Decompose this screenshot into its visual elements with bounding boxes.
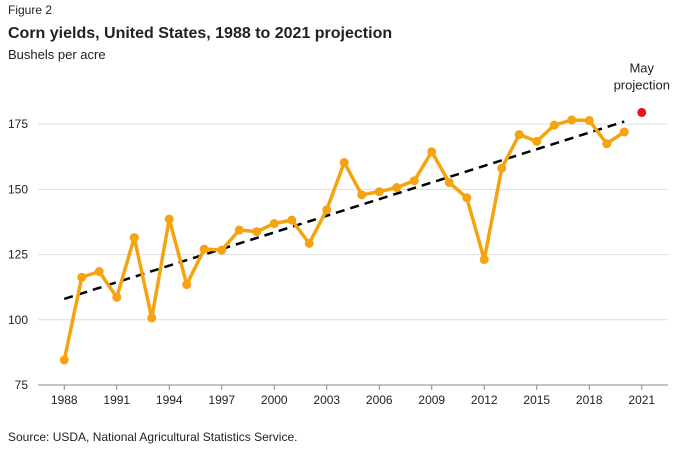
data-point — [392, 183, 402, 193]
data-point — [217, 245, 227, 255]
data-point — [357, 190, 367, 200]
x-tick-label: 2018 — [576, 393, 603, 407]
y-tick-label: 100 — [8, 313, 28, 327]
x-tick-label: 2021 — [628, 393, 655, 407]
y-tick-label: 125 — [8, 248, 28, 262]
data-point — [304, 238, 314, 248]
data-point — [619, 127, 629, 137]
data-point — [234, 225, 244, 235]
chart-subtitle: Bushels per acre — [8, 47, 106, 62]
x-tick-label: 1991 — [103, 393, 130, 407]
data-point — [602, 139, 612, 149]
data-point — [374, 187, 384, 197]
trend-line — [63, 120, 625, 301]
x-tick-label: 2006 — [366, 393, 393, 407]
x-tick-label: 1988 — [51, 393, 78, 407]
x-tick-label: 2003 — [313, 393, 340, 407]
chart-title: Corn yields, United States, 1988 to 2021… — [8, 25, 392, 42]
data-point — [77, 272, 87, 282]
data-point — [182, 280, 192, 290]
data-point — [269, 219, 279, 229]
data-point — [462, 193, 472, 203]
x-tick-label: 2015 — [523, 393, 550, 407]
data-point — [94, 267, 104, 277]
figure-label: Figure 2 — [8, 3, 52, 17]
data-point — [444, 178, 454, 188]
projection-label: projection — [614, 77, 670, 92]
data-point — [59, 355, 69, 365]
data-point — [129, 233, 139, 243]
data-point — [322, 205, 332, 215]
data-point — [549, 120, 559, 130]
source-note: Source: USDA, National Agricultural Stat… — [8, 430, 297, 444]
data-point — [532, 136, 542, 146]
data-point — [497, 163, 507, 173]
x-tick-label: 2000 — [261, 393, 288, 407]
projection-point — [637, 107, 647, 117]
series-line — [62, 118, 626, 361]
data-point — [409, 176, 419, 186]
y-tick-label: 175 — [8, 117, 28, 131]
data-point — [147, 313, 157, 323]
x-tick-label: 1997 — [208, 393, 235, 407]
data-point — [567, 115, 577, 125]
projection-label: May — [629, 60, 654, 75]
data-point — [479, 255, 489, 265]
x-tick-label: 2009 — [418, 393, 445, 407]
data-point — [287, 215, 297, 225]
y-tick-label: 75 — [15, 378, 29, 392]
y-tick-label: 150 — [8, 182, 28, 196]
data-point — [339, 157, 349, 167]
x-tick-label: 2012 — [471, 393, 498, 407]
data-point — [427, 147, 437, 157]
data-point — [112, 292, 122, 302]
data-point — [199, 244, 209, 254]
data-point — [252, 227, 262, 237]
x-tick-label: 1994 — [156, 393, 183, 407]
data-point — [164, 214, 174, 224]
data-point — [514, 130, 524, 140]
data-point — [584, 115, 594, 125]
